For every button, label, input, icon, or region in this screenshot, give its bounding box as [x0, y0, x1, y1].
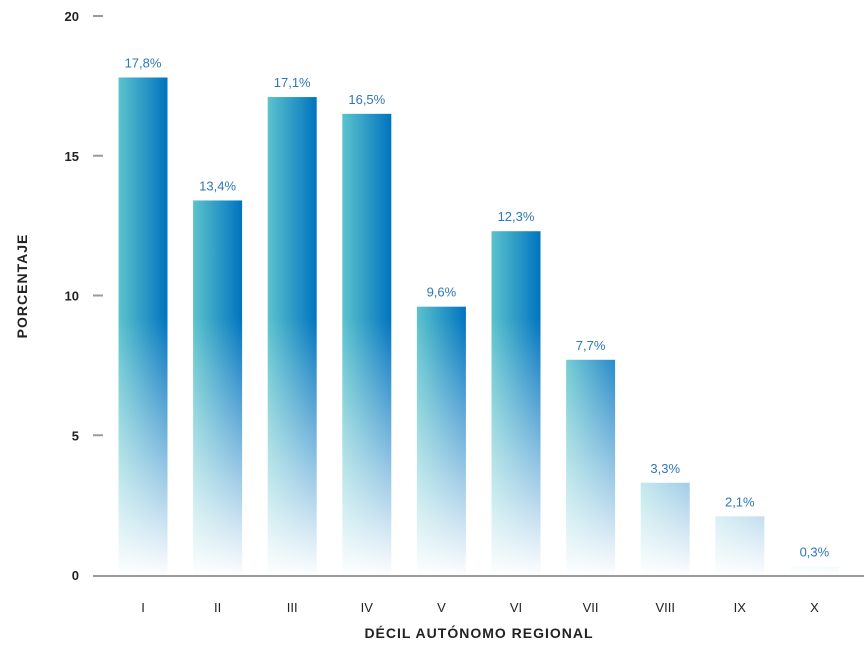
data-label: 13,4%: [199, 178, 236, 193]
y-tick-label: 20: [65, 9, 79, 24]
bar-vi: [491, 231, 541, 575]
x-tick-label: VII: [583, 600, 599, 615]
x-tick-label: V: [437, 600, 446, 615]
x-tick-label: II: [214, 600, 221, 615]
data-label: 9,6%: [427, 285, 457, 300]
data-label: 17,1%: [274, 75, 311, 90]
y-tick-label: 15: [65, 149, 79, 164]
bar-ix: [715, 516, 765, 575]
data-labels: 17,8% 13,4% 17,1% 16,5% 9,6% 12,3% 7,7% 3,3% 2,1…: [125, 55, 830, 559]
y-tick-label: 5: [72, 428, 79, 443]
bar-i: [118, 77, 168, 576]
x-axis-title: DÉCIL AUTÓNOMO REGIONAL: [364, 624, 593, 641]
x-tick-label: IV: [361, 600, 374, 615]
y-tick-label: 0: [72, 568, 79, 583]
x-tick-label: I: [141, 600, 145, 615]
y-tick-label: 10: [65, 289, 79, 304]
x-tick-label: X: [810, 600, 819, 615]
x-tick-label: III: [287, 600, 298, 615]
x-tick-label: VI: [510, 600, 522, 615]
data-label: 17,8%: [125, 55, 162, 70]
data-label: 7,7%: [576, 338, 606, 353]
y-axis-title: PORCENTAJE: [14, 234, 30, 339]
x-tick-labels: I II III IV V VI VII VIII IX X: [141, 600, 819, 615]
bar-x: [789, 566, 839, 575]
x-tick-label: VIII: [655, 600, 675, 615]
data-label: 3,3%: [650, 461, 680, 476]
y-axis: 0 5 10 15 20: [65, 9, 103, 583]
data-label: 2,1%: [725, 494, 755, 509]
bar-ii: [193, 200, 243, 575]
bars-group: [118, 77, 839, 576]
data-label: 16,5%: [348, 92, 385, 107]
bar-vii: [566, 359, 616, 575]
data-label: 0,3%: [800, 545, 830, 560]
bar-viii: [640, 482, 690, 575]
bar-v: [416, 306, 466, 575]
x-tick-label: IX: [734, 600, 747, 615]
data-label: 12,3%: [498, 209, 535, 224]
bar-iv: [342, 113, 392, 575]
bar-iii: [267, 97, 317, 576]
